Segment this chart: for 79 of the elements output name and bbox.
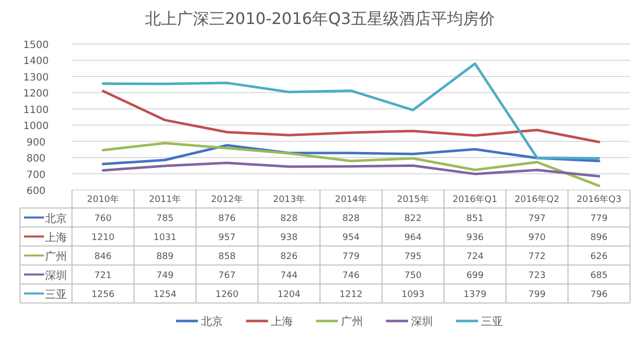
data-label: 936 [466, 233, 484, 243]
data-label: 1212 [340, 290, 362, 300]
data-label: 954 [342, 233, 360, 243]
data-label: 896 [590, 233, 608, 243]
data-label: 779 [342, 252, 360, 262]
data-label: 785 [156, 214, 174, 224]
x-tick-label: 2013年 [273, 194, 305, 205]
text: 广州 [341, 315, 363, 328]
data-label: 724 [466, 252, 484, 262]
data-label: 828 [280, 214, 298, 224]
data-label: 795 [404, 252, 422, 262]
data-label: 1254 [154, 290, 177, 300]
data-label: 1204 [278, 290, 301, 300]
y-tick-label: 900 [26, 137, 46, 148]
legend-label: 广州 [45, 250, 67, 263]
data-label: 744 [280, 271, 298, 281]
y-tick-label: 1200 [23, 88, 49, 100]
line-series [102, 90, 600, 144]
data-label: 828 [342, 214, 360, 224]
y-tick-label: 1000 [23, 121, 49, 132]
data-label: 846 [94, 252, 112, 262]
data-label: 1210 [92, 233, 115, 243]
data-label: 749 [156, 271, 174, 281]
y-tick-label: 1100 [23, 104, 49, 116]
y-tick-label: 800 [26, 154, 46, 165]
x-tick-label: 2016年Q1 [452, 194, 498, 205]
data-label: 626 [590, 252, 608, 262]
data-label: 1260 [216, 290, 239, 300]
data-label: 779 [590, 214, 608, 224]
line-series [102, 142, 600, 188]
legend-label: 上海 [45, 231, 67, 244]
legend-label: 深圳 [45, 269, 67, 282]
text: 上海 [271, 315, 293, 328]
data-label: 746 [342, 271, 360, 281]
data-label: 1379 [464, 290, 487, 300]
data-label: 723 [528, 271, 546, 281]
data-label: 1031 [154, 233, 176, 243]
data-label: 1093 [402, 290, 424, 300]
data-label: 822 [404, 214, 422, 224]
data-label: 796 [590, 290, 608, 300]
data-label: 799 [528, 290, 546, 300]
y-tick-label: 1300 [23, 72, 49, 84]
line-series [102, 62, 600, 160]
x-tick-label: 2016年Q2 [514, 194, 560, 205]
data-label: 826 [280, 252, 298, 262]
text: 北京 [201, 315, 223, 328]
y-tick-label: 1400 [23, 56, 49, 68]
data-label: 750 [404, 271, 422, 281]
data-label: 851 [466, 214, 484, 224]
text: 三亚 [481, 315, 503, 328]
data-label: 889 [156, 252, 174, 262]
data-label: 685 [590, 271, 608, 281]
x-tick-label: 2010年 [87, 194, 119, 205]
legend-label: 北京 [45, 212, 67, 225]
data-label: 772 [528, 252, 546, 262]
x-tick-label: 2011年 [149, 194, 181, 205]
data-label: 858 [218, 252, 236, 262]
legend-label: 三亚 [45, 288, 67, 301]
data-label: 760 [94, 214, 112, 224]
data-label: 721 [94, 271, 112, 281]
data-label: 938 [280, 233, 298, 243]
data-label: 970 [528, 233, 546, 243]
data-label: 957 [218, 233, 236, 243]
data-label: 767 [218, 271, 236, 281]
x-tick-label: 2015年 [397, 194, 429, 205]
x-tick-label: 2012年 [211, 194, 243, 205]
text: 深圳 [411, 315, 433, 328]
line-series [102, 162, 600, 178]
data-label: 797 [528, 214, 546, 224]
y-tick-label: 700 [26, 170, 46, 181]
data-label: 964 [404, 233, 422, 243]
data-label: 876 [218, 214, 236, 224]
x-tick-label: 2016年Q3 [576, 194, 622, 205]
y-tick-label: 600 [26, 186, 46, 197]
y-tick-label: 1500 [23, 40, 49, 51]
data-label: 1256 [92, 290, 115, 300]
chart-title: 北上广深三2010-2016年Q3五星级酒店平均房价 [145, 9, 495, 28]
x-tick-label: 2014年 [335, 194, 367, 205]
data-label: 699 [466, 271, 484, 281]
